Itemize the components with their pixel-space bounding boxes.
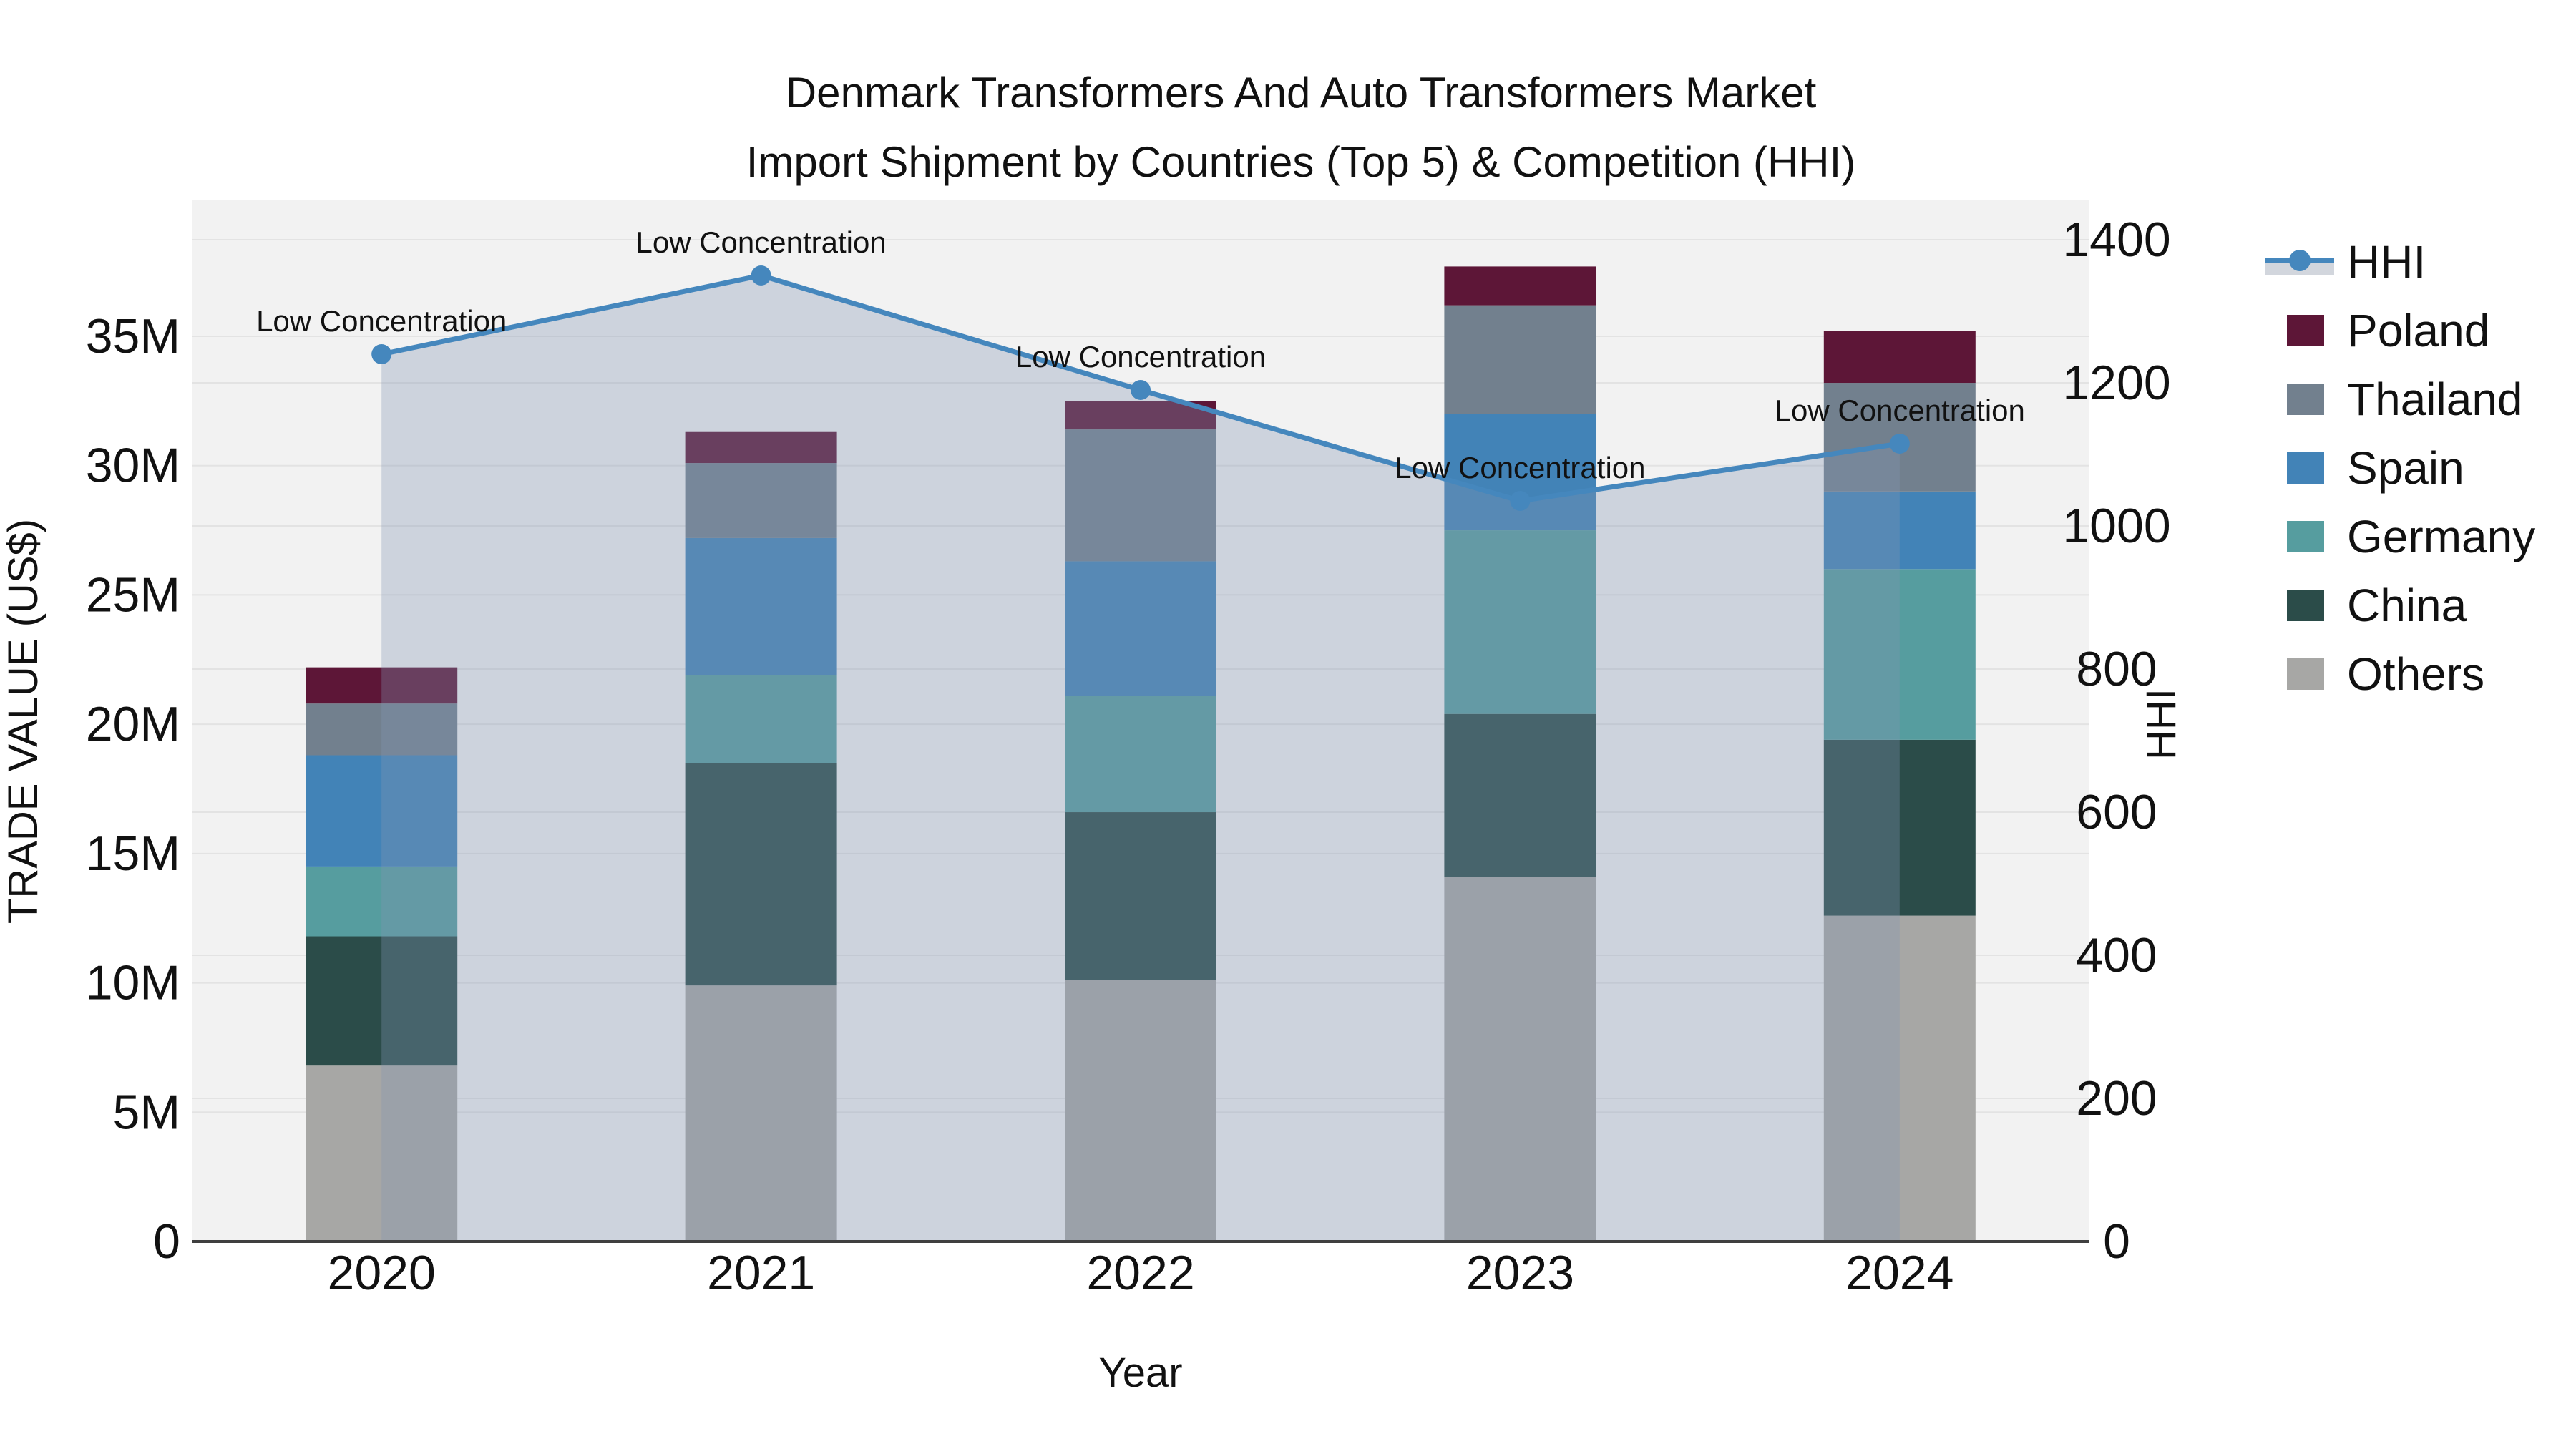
bar-segment-2020-thailand[interactable] (306, 703, 458, 756)
y-left-tick-20M: 20M (86, 697, 180, 751)
x-tick-2023: 2023 (1466, 1246, 1574, 1300)
annotation-2020: Low Concentration (256, 304, 507, 338)
y-right-tick-800: 800 (2076, 642, 2157, 696)
x-tick-2022: 2022 (1086, 1246, 1194, 1300)
y-left-tick-5M: 5M (113, 1085, 180, 1139)
y-right-tick-1000: 1000 (2062, 499, 2170, 553)
legend-item-hhi[interactable]: HHI (2265, 236, 2426, 288)
bar-segment-2022-others[interactable] (1065, 980, 1216, 1241)
legend-label-spain: Spain (2347, 442, 2464, 494)
y-right-tick-0: 0 (2103, 1214, 2130, 1269)
chart-title-line2: Import Shipment by Countries (Top 5) & C… (746, 138, 1856, 186)
hhi-marker-2022[interactable] (1131, 380, 1151, 400)
legend-item-poland[interactable]: Poland (2287, 305, 2489, 356)
legend-swatch-china (2287, 590, 2324, 621)
legend-label-poland: Poland (2347, 305, 2489, 356)
hhi-marker-2023[interactable] (1510, 491, 1531, 511)
bar-segment-2020-spain[interactable] (306, 755, 458, 867)
legend-item-thailand[interactable]: Thailand (2287, 374, 2523, 425)
legend-label-others: Others (2347, 648, 2484, 700)
legend-label-thailand: Thailand (2347, 374, 2523, 425)
legend-label-germany: Germany (2347, 511, 2535, 562)
bar-segment-2021-thailand[interactable] (685, 463, 837, 538)
hhi-marker-2020[interactable] (371, 344, 392, 364)
legend-item-germany[interactable]: Germany (2287, 511, 2535, 562)
bar-segment-2024-germany[interactable] (1823, 569, 1976, 740)
y-right-tick-1400: 1400 (2062, 213, 2170, 267)
legend-swatch-others (2287, 658, 2324, 690)
bar-segment-2022-spain[interactable] (1065, 561, 1216, 696)
y-left-tick-10M: 10M (86, 956, 180, 1010)
bar-segment-2021-poland[interactable] (685, 431, 837, 464)
annotation-2021: Low Concentration (635, 225, 886, 259)
annotation-2022: Low Concentration (1015, 340, 1266, 374)
y-right-tick-1200: 1200 (2062, 356, 2170, 410)
annotation-layer: Low Concentration Low Concentration Low Co… (256, 225, 2025, 484)
bar-segment-2023-thailand[interactable] (1444, 305, 1596, 414)
bar-segment-2023-poland[interactable] (1444, 266, 1596, 306)
legend-swatch-poland (2287, 315, 2324, 346)
y-right-axis-title: HHI (2138, 688, 2185, 760)
bar-segment-2024-china[interactable] (1823, 739, 1976, 916)
legend-label-hhi: HHI (2347, 236, 2426, 288)
bar-segment-2022-germany[interactable] (1065, 696, 1216, 813)
y-right-tick-600: 600 (2076, 785, 2157, 839)
y-left-tick-25M: 25M (86, 567, 180, 622)
legend-swatch-germany (2287, 521, 2324, 552)
y-right-tick-400: 400 (2076, 928, 2157, 982)
x-tick-2021: 2021 (707, 1246, 815, 1300)
y-right-tick-200: 200 (2076, 1071, 2157, 1126)
tick-layer: 0 5M 10M 15M 20M 25M 30M 35M 0 200 400 600 800 1000 12… (86, 213, 2171, 1300)
bar-segment-2024-spain[interactable] (1823, 491, 1976, 570)
bar-segment-2024-others[interactable] (1823, 915, 1976, 1241)
bar-segment-2023-china[interactable] (1444, 713, 1596, 877)
annotation-2023: Low Concentration (1395, 451, 1645, 484)
bar-segment-2021-china[interactable] (685, 763, 837, 986)
bar-segment-2021-spain[interactable] (685, 537, 837, 675)
x-tick-2024: 2024 (1845, 1246, 1953, 1300)
bar-segment-2020-germany[interactable] (306, 866, 458, 937)
bar-segment-2020-china[interactable] (306, 936, 458, 1066)
bar-segment-2021-germany[interactable] (685, 675, 837, 763)
annotation-2024: Low Concentration (1775, 394, 2025, 427)
legend-hhi-marker-icon (2289, 250, 2311, 271)
legend-item-spain[interactable]: Spain (2287, 442, 2464, 494)
bar-segment-2024-poland[interactable] (1823, 331, 1976, 384)
bar-segment-2022-thailand[interactable] (1065, 429, 1216, 562)
y-left-axis-title: TRADE VALUE (US$) (0, 519, 47, 924)
y-left-tick-0: 0 (153, 1214, 180, 1269)
bar-segment-2021-others[interactable] (685, 985, 837, 1241)
hhi-marker-2024[interactable] (1889, 434, 1910, 454)
hhi-marker-2021[interactable] (751, 265, 771, 286)
legend-swatch-thailand (2287, 384, 2324, 415)
x-axis-title: Year (1098, 1350, 1182, 1396)
bar-segment-2023-germany[interactable] (1444, 530, 1596, 714)
bar-segment-2020-poland[interactable] (306, 667, 458, 704)
chart-title-line1: Denmark Transformers And Auto Transforme… (786, 69, 1817, 117)
legend-item-china[interactable]: China (2287, 580, 2467, 631)
bar-segment-2022-china[interactable] (1065, 812, 1216, 980)
legend-label-china: China (2347, 580, 2467, 631)
y-left-tick-30M: 30M (86, 439, 180, 493)
x-tick-2020: 2020 (328, 1246, 436, 1300)
y-left-tick-35M: 35M (86, 309, 180, 364)
legend-item-others[interactable]: Others (2287, 648, 2484, 700)
legend-swatch-spain (2287, 452, 2324, 484)
y-left-tick-15M: 15M (86, 826, 180, 881)
bar-segment-2020-others[interactable] (306, 1065, 458, 1241)
hhi-area-fill (381, 275, 1900, 1241)
legend: HHI Poland Thailand Spain Germany China Others (2265, 236, 2535, 700)
plot-layer (192, 200, 2089, 1243)
bar-segment-2023-others[interactable] (1444, 877, 1596, 1241)
